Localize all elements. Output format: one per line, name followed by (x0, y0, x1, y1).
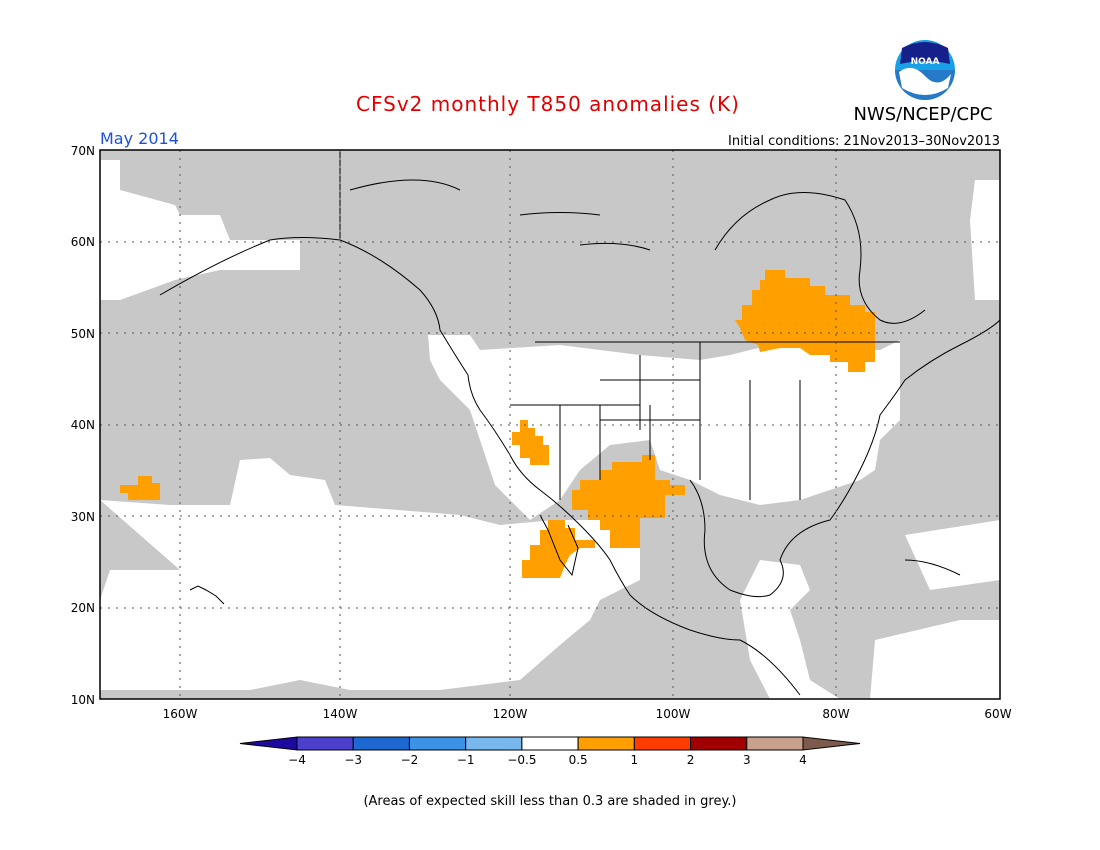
colorbar-tick-label: 1 (631, 753, 639, 767)
lat-label: 10N (71, 693, 95, 707)
colorbar-tick-label: 0.5 (569, 753, 588, 767)
colorbar-tick-label: −4 (288, 753, 306, 767)
colorbar-bin (577, 736, 635, 751)
lat-label: 30N (71, 510, 95, 524)
lat-label: 70N (71, 144, 95, 158)
colorbar-bin (408, 736, 467, 751)
noaa-logo-text: NOAA (911, 57, 940, 67)
initial-conditions-label: Initial conditions: 21Nov2013–30Nov2013 (728, 134, 1000, 149)
lat-label: 40N (71, 418, 95, 432)
lon-label: 120W (493, 707, 528, 721)
anomaly-baja (522, 520, 595, 578)
colorbar-bin (296, 736, 354, 751)
anomaly-hudson-bay (735, 270, 875, 372)
graticule (100, 150, 1000, 699)
colorbar-tick-label: −3 (344, 753, 362, 767)
lat-label: 60N (71, 235, 95, 249)
colorbar-bin (633, 736, 692, 751)
lon-label: 80W (822, 707, 849, 721)
colorbar-bin (465, 736, 523, 751)
noaa-logo: NOAA (895, 40, 955, 100)
colorbar-arrow-low (239, 736, 298, 751)
colorbar-tick-label: 4 (799, 753, 807, 767)
chart-title: CFSv2 monthly T850 anomalies (K) (356, 92, 740, 116)
latitude-axis: 70N 60N 50N 40N 30N 20N 10N (71, 144, 95, 707)
colorbar-tick-label: −0.5 (507, 753, 536, 767)
colorbar-tick-label: 2 (687, 753, 695, 767)
lat-label: 20N (71, 601, 95, 615)
lon-label: 100W (656, 707, 691, 721)
colorbar-tick-label: −1 (457, 753, 475, 767)
colorbar-tick-label: −2 (401, 753, 419, 767)
lon-label: 60W (984, 707, 1011, 721)
skillful-neutral-regions (100, 160, 1000, 699)
lat-label: 50N (71, 327, 95, 341)
colorbar-tick-label: 3 (743, 753, 751, 767)
colorbar-bin (746, 736, 804, 751)
colorbar-bin (352, 736, 410, 751)
colorbar-bin (690, 736, 748, 751)
colorbar-bin (521, 736, 579, 751)
anomaly-central-pacific (120, 476, 160, 500)
lon-label: 160W (163, 707, 198, 721)
anomaly-southwest-us (512, 420, 549, 465)
colorbar-labels: −4 −3 −2 −1 −0.5 0.5 1 2 3 4 (288, 753, 807, 767)
colorbar-arrow-high (802, 736, 861, 751)
month-label: May 2014 (100, 129, 179, 148)
map-area (99, 149, 1001, 700)
longitude-axis: 160W 140W 120W 100W 80W 60W (163, 707, 1012, 721)
agency-label: NWS/NCEP/CPC (853, 104, 992, 125)
lon-label: 140W (323, 707, 358, 721)
footnote: (Areas of expected skill less than 0.3 a… (363, 794, 736, 809)
colorbar (239, 736, 861, 751)
